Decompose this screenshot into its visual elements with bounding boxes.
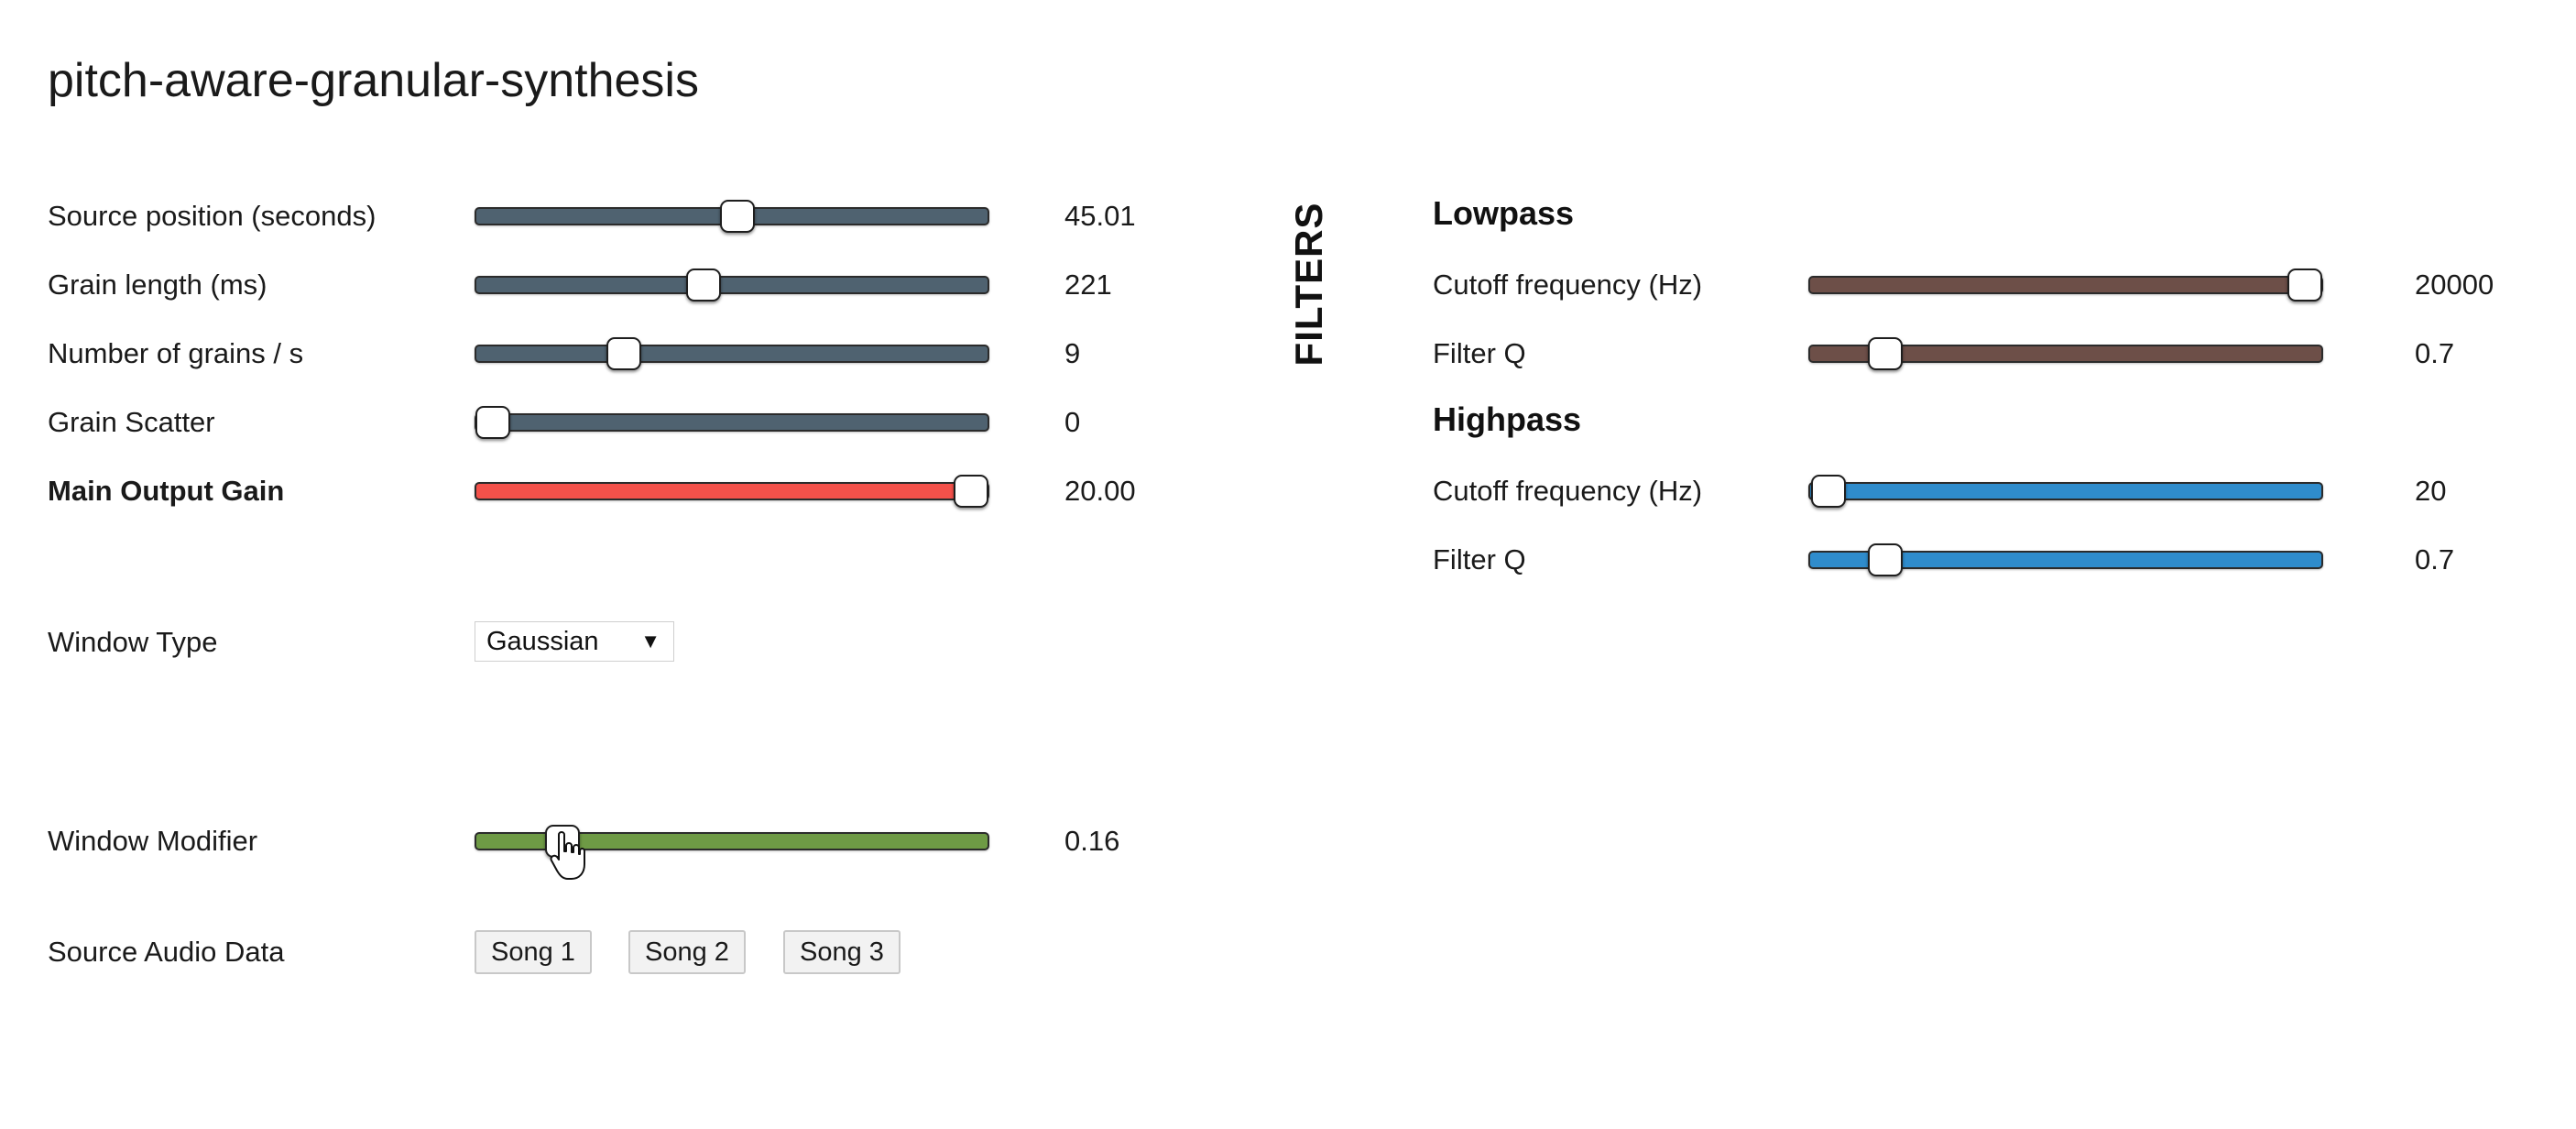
slider-track[interactable]	[1808, 345, 2323, 363]
source-position-label: Source position (seconds)	[48, 200, 377, 232]
highpass-q-label: Filter Q	[1433, 543, 1526, 575]
main-output-gain-slider[interactable]	[475, 464, 989, 519]
slider-track[interactable]	[475, 832, 989, 850]
slider-thumb[interactable]	[1868, 337, 1904, 370]
caret-down-icon: ▼	[640, 630, 660, 652]
slider-track[interactable]	[1808, 551, 2323, 569]
window-modifier-label: Window Modifier	[48, 825, 258, 857]
slider-thumb[interactable]	[606, 337, 641, 370]
source-audio-label: Source Audio Data	[48, 936, 285, 968]
slider-thumb[interactable]	[1868, 543, 1904, 576]
window-type-selected: Gaussian	[486, 627, 599, 656]
page-title: pitch-aware-granular-synthesis	[48, 54, 699, 107]
slider-thumb[interactable]	[719, 200, 755, 233]
highpass-q-slider[interactable]	[1808, 532, 2323, 587]
slider-track[interactable]	[475, 345, 989, 363]
window-modifier-value: 0.16	[1064, 825, 1120, 857]
window-type-label: Window Type	[48, 626, 218, 658]
slider-track[interactable]	[1808, 276, 2323, 294]
slider-track[interactable]	[475, 276, 989, 294]
slider-track[interactable]	[475, 413, 989, 432]
slider-thumb[interactable]	[1811, 475, 1847, 508]
lowpass-cutoff-value: 20000	[2415, 269, 2494, 301]
song-1-button[interactable]: Song 1	[475, 930, 592, 974]
highpass-q-value: 0.7	[2415, 543, 2455, 575]
lowpass-heading: Lowpass	[1433, 194, 1575, 232]
lowpass-cutoff-label: Cutoff frequency (Hz)	[1433, 269, 1703, 301]
main-output-gain-value: 20.00	[1064, 475, 1136, 507]
hand-cursor-icon	[550, 831, 585, 880]
lowpass-q-value: 0.7	[2415, 337, 2455, 369]
grain-length-label: Grain length (ms)	[48, 269, 267, 301]
lowpass-cutoff-slider[interactable]	[1808, 258, 2323, 312]
slider-track[interactable]	[1808, 482, 2323, 500]
highpass-cutoff-slider[interactable]	[1808, 464, 2323, 519]
window-modifier-slider[interactable]	[475, 814, 989, 869]
lowpass-q-label: Filter Q	[1433, 337, 1526, 369]
highpass-heading: Highpass	[1433, 400, 1582, 438]
slider-thumb[interactable]	[686, 269, 722, 301]
grain-scatter-slider[interactable]	[475, 395, 989, 450]
source-position-value: 45.01	[1064, 200, 1136, 232]
grain-length-value: 221	[1064, 269, 1112, 301]
window-type-select[interactable]: Gaussian ▼	[475, 621, 674, 662]
slider-thumb[interactable]	[2287, 269, 2323, 301]
slider-track[interactable]	[475, 482, 989, 500]
song-3-button[interactable]: Song 3	[783, 930, 901, 974]
grain-scatter-label: Grain Scatter	[48, 406, 215, 438]
lowpass-q-slider[interactable]	[1808, 326, 2323, 381]
grains-per-second-slider[interactable]	[475, 326, 989, 381]
grain-scatter-value: 0	[1064, 406, 1081, 438]
slider-thumb[interactable]	[954, 475, 989, 508]
grains-per-second-value: 9	[1064, 337, 1081, 369]
filters-heading: FILTERS	[1259, 183, 1359, 385]
main-output-gain-label: Main Output Gain	[48, 475, 285, 507]
filters-heading-text: FILTERS	[1287, 202, 1330, 367]
grains-per-second-label: Number of grains / s	[48, 337, 304, 369]
source-position-slider[interactable]	[475, 189, 989, 244]
grain-length-slider[interactable]	[475, 258, 989, 312]
slider-thumb[interactable]	[475, 406, 510, 439]
highpass-cutoff-label: Cutoff frequency (Hz)	[1433, 475, 1703, 507]
highpass-cutoff-value: 20	[2415, 475, 2447, 507]
song-2-button[interactable]: Song 2	[628, 930, 746, 974]
